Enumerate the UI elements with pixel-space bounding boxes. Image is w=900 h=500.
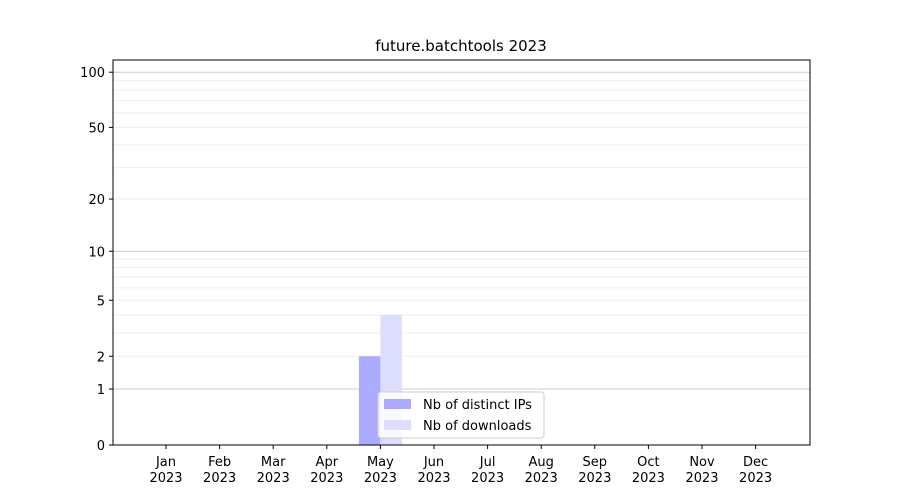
y-tick-label: 0	[97, 439, 105, 454]
legend-box	[377, 391, 545, 439]
x-tick-label: Aug 2023	[525, 455, 558, 486]
x-tick-label: Oct 2023	[632, 455, 665, 486]
legend-label: Nb of distinct IPs	[423, 398, 532, 413]
legend-swatch	[384, 420, 411, 430]
x-tick-label: Dec 2023	[739, 455, 772, 486]
x-tick-label: Jun 2023	[417, 455, 450, 486]
y-tick-label: 5	[97, 294, 105, 309]
legend-swatch	[384, 399, 411, 409]
y-tick-label: 100	[80, 66, 105, 81]
chart-title: future.batchtools 2023	[375, 37, 547, 55]
x-tick-label: Nov 2023	[685, 455, 718, 486]
x-tick-label: Sep 2023	[578, 455, 611, 486]
legend: Nb of distinct IPs Nb of downloads	[377, 391, 545, 439]
y-tick-label: 50	[88, 121, 105, 136]
y-tick-label: 1	[97, 383, 105, 398]
x-tick-label: Feb 2023	[203, 455, 236, 486]
axes-frame	[112, 59, 811, 446]
x-tick-label: May 2023	[364, 455, 397, 486]
bar-distinct-ips	[358, 356, 381, 445]
x-tick-label: Jul 2023	[471, 455, 504, 486]
legend-label: Nb of downloads	[423, 419, 532, 434]
x-tick-label: Mar 2023	[257, 455, 290, 486]
y-tick-label: 20	[88, 193, 105, 208]
x-tick-label: Jan 2023	[149, 455, 182, 486]
y-tick-label: 2	[97, 350, 105, 365]
x-tick-label: Apr 2023	[310, 455, 343, 486]
y-tick-label: 10	[88, 245, 105, 260]
